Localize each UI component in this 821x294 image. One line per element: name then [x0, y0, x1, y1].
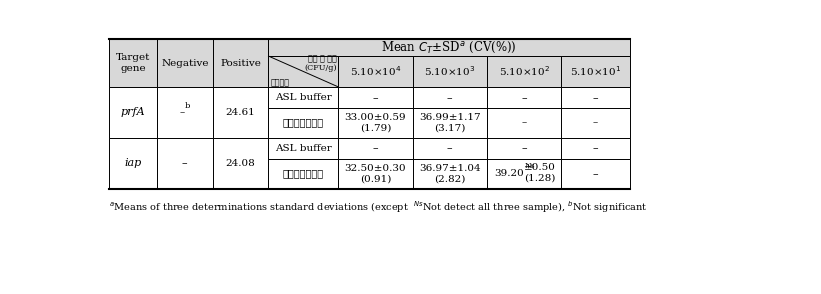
Text: 24.08: 24.08	[226, 158, 255, 168]
Bar	[338, 108, 413, 138]
Bar	[487, 56, 562, 87]
Bar	[413, 159, 487, 188]
Bar	[338, 138, 413, 159]
Text: –: –	[593, 169, 599, 179]
Text: 36.97±1.04
(2.82): 36.97±1.04 (2.82)	[419, 164, 480, 183]
Bar	[413, 56, 487, 87]
Text: –: –	[447, 143, 452, 153]
Text: ASL buffer: ASL buffer	[275, 93, 332, 102]
Text: Mean $\mathit{C_T}$$\pm$SD$^a$ (CV(%)): Mean $\mathit{C_T}$$\pm$SD$^a$ (CV(%))	[381, 40, 517, 55]
Bar	[213, 39, 268, 87]
Bar	[213, 87, 268, 138]
Text: 32.50±0.30
(0.91): 32.50±0.30 (0.91)	[345, 164, 406, 183]
Bar	[413, 138, 487, 159]
Text: Negative: Negative	[161, 59, 209, 68]
Text: Ns: Ns	[525, 162, 534, 170]
Bar	[562, 87, 630, 108]
Text: 접종 균 농도
(CFU/g): 접종 균 농도 (CFU/g)	[304, 55, 337, 73]
Bar	[413, 87, 487, 108]
Bar	[338, 87, 413, 108]
Text: 5.10×10$^3$: 5.10×10$^3$	[424, 65, 475, 78]
Bar	[268, 108, 338, 138]
Text: –: –	[373, 143, 378, 153]
Bar	[109, 87, 157, 138]
Text: iap: iap	[124, 158, 141, 168]
Text: 33.00±0.59
(1.79): 33.00±0.59 (1.79)	[345, 113, 406, 133]
Bar	[487, 159, 562, 188]
Text: prfA: prfA	[121, 107, 145, 117]
Text: 5.10×10$^1$: 5.10×10$^1$	[570, 65, 621, 78]
Text: –: –	[593, 118, 599, 128]
Text: –: –	[182, 158, 187, 168]
Text: b: b	[185, 102, 190, 110]
Bar	[268, 159, 338, 188]
Text: –: –	[447, 93, 452, 103]
Bar	[487, 138, 562, 159]
Bar	[157, 39, 213, 87]
Bar	[562, 138, 630, 159]
Text: 24.61: 24.61	[226, 108, 255, 117]
Bar	[487, 108, 562, 138]
Text: –: –	[521, 143, 527, 153]
Text: 멸균생리식염수: 멸균생리식염수	[282, 169, 324, 178]
Text: 36.99±1.17
(3.17): 36.99±1.17 (3.17)	[419, 113, 480, 133]
Text: 희석용액: 희석용액	[271, 80, 290, 88]
Text: –: –	[373, 93, 378, 103]
Bar	[268, 56, 338, 87]
Bar	[213, 138, 268, 188]
Bar	[413, 108, 487, 138]
Text: $^a$Means of three determinations standard deviations (except  $^{Ns}$Not detect: $^a$Means of three determinations standa…	[109, 199, 648, 215]
Text: –: –	[180, 108, 185, 117]
Bar	[109, 138, 157, 188]
Text: –: –	[521, 93, 527, 103]
Text: –: –	[593, 143, 599, 153]
Bar	[562, 56, 630, 87]
Bar	[338, 56, 413, 87]
Bar	[562, 159, 630, 188]
Text: 39.20: 39.20	[494, 169, 525, 178]
Text: –: –	[521, 118, 527, 128]
Text: Target
gene: Target gene	[116, 53, 150, 73]
Bar	[338, 159, 413, 188]
Text: ±0.50
(1.28): ±0.50 (1.28)	[525, 163, 556, 183]
Bar	[562, 108, 630, 138]
Text: Positive: Positive	[220, 59, 261, 68]
Bar	[268, 87, 338, 108]
Bar	[109, 39, 157, 87]
Bar	[268, 138, 338, 159]
Bar	[268, 39, 630, 56]
Text: 5.10×10$^4$: 5.10×10$^4$	[350, 65, 401, 78]
Bar	[157, 87, 213, 138]
Text: 5.10×10$^2$: 5.10×10$^2$	[498, 65, 550, 78]
Bar	[487, 87, 562, 108]
Bar	[157, 138, 213, 188]
Text: 멸균생리식염수: 멸균생리식염수	[282, 118, 324, 128]
Text: –: –	[593, 93, 599, 103]
Text: ASL buffer: ASL buffer	[275, 144, 332, 153]
